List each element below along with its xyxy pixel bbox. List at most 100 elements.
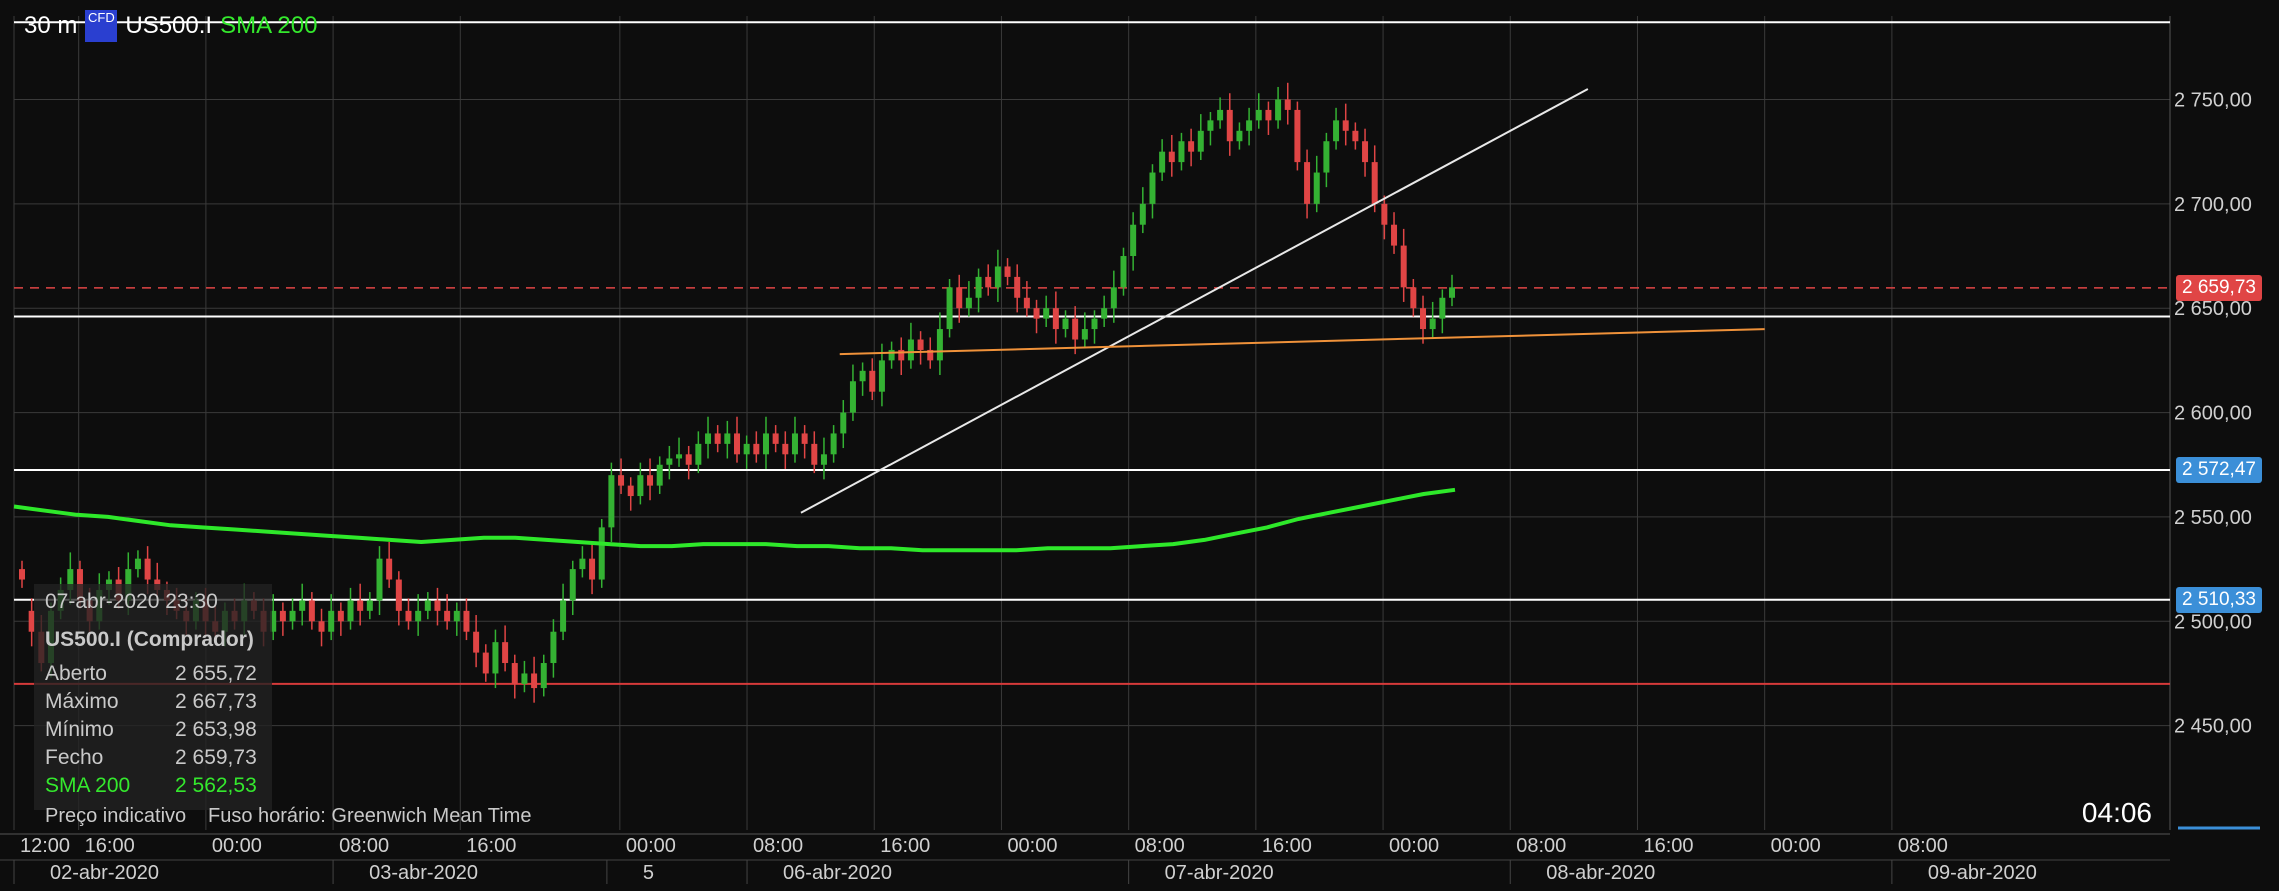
candle-body — [1159, 151, 1166, 173]
candle-body — [705, 433, 712, 444]
trend-line — [839, 328, 1765, 356]
x-tick-label: 00:00 — [1007, 835, 1057, 857]
sma-indicator-label[interactable]: SMA 200 — [220, 12, 318, 39]
candle-body — [511, 663, 518, 684]
candle-body — [540, 663, 547, 689]
info-value: 2 667,73 — [175, 690, 257, 713]
candle-body — [1236, 130, 1243, 142]
candle-body — [444, 610, 451, 622]
candle-body — [840, 412, 847, 434]
candle-body — [1188, 141, 1195, 152]
candle-body — [965, 297, 972, 309]
candle-body — [19, 569, 25, 580]
date-label: 5 — [643, 862, 654, 884]
candle-body — [299, 600, 306, 611]
candle-body — [801, 433, 808, 444]
candle-body — [434, 600, 441, 611]
y-tick-label: 2 500,00 — [2174, 611, 2252, 633]
clock-label: 04:06 — [2081, 797, 2152, 828]
date-label: 03-abr-2020 — [369, 862, 478, 884]
price-badge: 2 572,47 — [2176, 457, 2262, 484]
x-tick-label: 16:00 — [466, 835, 516, 857]
candle-body — [1342, 120, 1349, 131]
candle-body — [956, 287, 963, 309]
x-tick-label: 08:00 — [753, 835, 803, 857]
candle-body — [753, 443, 760, 455]
info-value: 2 562,53 — [175, 774, 257, 797]
candle-body — [936, 329, 943, 361]
candle-body — [849, 381, 856, 413]
candle-body — [772, 433, 779, 444]
candle-body — [67, 569, 74, 590]
price-note: Preço indicativo — [45, 805, 187, 827]
candle-body — [1265, 109, 1272, 121]
x-tick-label: 16:00 — [1643, 835, 1693, 857]
candle-body — [820, 454, 827, 465]
candle-body — [366, 600, 373, 611]
candle-body — [608, 475, 615, 528]
x-tick-label: 00:00 — [1389, 835, 1439, 857]
candle-body — [337, 610, 344, 622]
y-tick-label: 2 700,00 — [2174, 194, 2252, 216]
date-label: 09-abr-2020 — [1928, 862, 2037, 884]
candle-body — [357, 600, 364, 611]
chart-header: 30 m CFD US500.I SMA 200 — [24, 10, 317, 42]
candle-body — [1429, 318, 1436, 330]
candle-body — [134, 558, 141, 570]
candle-body — [1149, 172, 1156, 204]
candle-body — [1371, 162, 1378, 204]
x-tick-label: 08:00 — [1898, 835, 1948, 857]
candle-body — [463, 610, 470, 632]
info-value: 2 659,73 — [175, 746, 257, 769]
candle-body — [869, 370, 876, 392]
candle-body — [270, 610, 277, 632]
candle-body — [405, 610, 412, 622]
candle-body — [144, 558, 151, 580]
candle-body — [1226, 109, 1233, 142]
symbol-label[interactable]: US500.I — [125, 12, 213, 39]
candle-body — [859, 370, 866, 382]
candle-body — [28, 610, 35, 632]
x-tick-label: 08:00 — [339, 835, 389, 857]
candle-body — [531, 673, 538, 689]
candle-body — [1255, 109, 1262, 121]
candle-body — [994, 266, 1001, 288]
candle-body — [424, 600, 431, 611]
y-tick-label: 2 450,00 — [2174, 716, 2252, 738]
candle-body — [1197, 130, 1204, 152]
candle-body — [492, 642, 499, 674]
candle-body — [1246, 120, 1253, 131]
info-value: 2 653,98 — [175, 718, 257, 741]
y-tick-label: 2 750,00 — [2174, 89, 2252, 111]
candle-body — [685, 454, 692, 465]
candle-body — [1352, 130, 1359, 142]
info-label: Aberto — [45, 662, 107, 685]
candle-body — [695, 443, 702, 465]
candle-body — [1101, 308, 1108, 319]
candle-body — [1178, 141, 1185, 163]
x-tick-label: 00:00 — [626, 835, 676, 857]
candle-body — [1052, 308, 1059, 330]
candle-body — [279, 610, 286, 622]
candle-body — [791, 433, 798, 455]
candle-body — [1362, 141, 1369, 163]
info-label: SMA 200 — [45, 774, 131, 797]
candle-body — [1110, 287, 1117, 309]
timeframe-label[interactable]: 30 m — [24, 12, 78, 39]
candle-body — [676, 454, 683, 459]
candle-body — [618, 475, 625, 486]
candle-body — [1062, 318, 1069, 330]
candle-body — [1014, 276, 1021, 298]
candle-body — [415, 610, 422, 622]
candle-body — [1284, 99, 1291, 110]
candle-body — [589, 558, 596, 580]
candle-body — [898, 349, 905, 361]
candle-body — [1381, 203, 1388, 225]
sma-200-line — [13, 487, 1456, 553]
candle-body — [1275, 99, 1282, 121]
candle-body — [1333, 120, 1340, 142]
info-datetime: 07-abr-2020 23:30 — [45, 590, 218, 613]
candle-body — [1207, 120, 1214, 131]
